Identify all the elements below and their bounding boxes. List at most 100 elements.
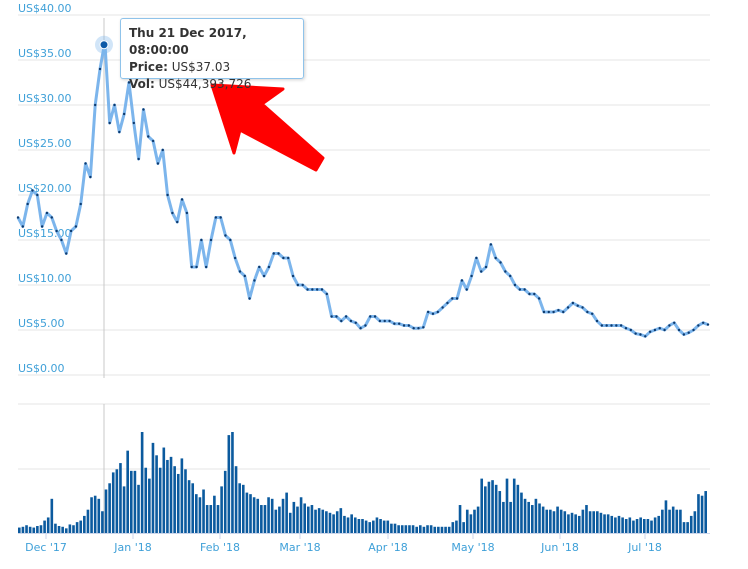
price-point[interactable] bbox=[69, 229, 73, 233]
price-point[interactable] bbox=[465, 288, 468, 291]
price-point[interactable] bbox=[644, 335, 647, 338]
price-point[interactable] bbox=[161, 148, 164, 152]
price-point[interactable] bbox=[79, 202, 82, 206]
price-point[interactable] bbox=[224, 234, 227, 237]
price-point[interactable] bbox=[306, 288, 309, 291]
price-point[interactable] bbox=[397, 322, 401, 325]
price-point[interactable] bbox=[441, 306, 444, 309]
price-point[interactable] bbox=[484, 265, 488, 269]
price-point[interactable] bbox=[354, 321, 357, 324]
price-point[interactable] bbox=[156, 162, 160, 165]
price-point[interactable] bbox=[697, 324, 700, 327]
price-point[interactable] bbox=[330, 315, 333, 318]
price-point[interactable] bbox=[267, 265, 271, 269]
price-point[interactable] bbox=[673, 321, 676, 324]
price-point[interactable] bbox=[311, 288, 314, 291]
price-point[interactable] bbox=[692, 328, 695, 332]
price-point[interactable] bbox=[21, 225, 25, 228]
price-point[interactable] bbox=[151, 139, 155, 143]
price-point[interactable] bbox=[200, 238, 203, 242]
price-point[interactable] bbox=[127, 81, 131, 84]
price-point[interactable] bbox=[113, 103, 116, 107]
price-point[interactable] bbox=[480, 270, 483, 273]
price-point[interactable] bbox=[451, 297, 454, 300]
price-point[interactable] bbox=[677, 328, 681, 332]
price-point[interactable] bbox=[499, 261, 502, 264]
price-point[interactable] bbox=[315, 288, 319, 291]
price-point[interactable] bbox=[518, 288, 522, 291]
price-point[interactable] bbox=[547, 310, 550, 314]
price-point[interactable] bbox=[648, 330, 652, 333]
price-point[interactable] bbox=[701, 321, 705, 324]
price-point[interactable] bbox=[176, 220, 179, 224]
price-point[interactable] bbox=[571, 301, 575, 305]
price-point[interactable] bbox=[446, 301, 449, 305]
price-point[interactable] bbox=[504, 270, 507, 273]
price-point[interactable] bbox=[214, 216, 218, 219]
price-point[interactable] bbox=[687, 331, 690, 334]
price-point[interactable] bbox=[320, 288, 324, 291]
price-point[interactable] bbox=[229, 238, 232, 242]
price-point[interactable] bbox=[581, 306, 584, 309]
price-point[interactable] bbox=[31, 189, 34, 192]
price-point[interactable] bbox=[417, 327, 420, 330]
price-point[interactable] bbox=[436, 310, 439, 314]
price-point[interactable] bbox=[40, 225, 44, 228]
price-point[interactable] bbox=[185, 211, 189, 215]
price-point[interactable] bbox=[393, 322, 396, 325]
price-point[interactable] bbox=[287, 256, 290, 260]
price-point[interactable] bbox=[50, 216, 53, 219]
price-point[interactable] bbox=[204, 265, 208, 269]
price-point[interactable] bbox=[653, 328, 657, 332]
price-point[interactable] bbox=[407, 324, 411, 327]
price-point[interactable] bbox=[426, 310, 430, 314]
price-point[interactable] bbox=[576, 304, 579, 307]
price-point[interactable] bbox=[378, 319, 382, 323]
price-point[interactable] bbox=[552, 310, 555, 314]
price-point[interactable] bbox=[233, 256, 237, 260]
price-point[interactable] bbox=[364, 324, 367, 327]
price-point[interactable] bbox=[335, 315, 338, 318]
price-point[interactable] bbox=[402, 324, 406, 327]
price-point[interactable] bbox=[209, 238, 213, 242]
price-point[interactable] bbox=[26, 202, 29, 206]
price-point[interactable] bbox=[388, 319, 391, 323]
price-point[interactable] bbox=[36, 193, 39, 197]
price-point[interactable] bbox=[166, 193, 169, 197]
price-point[interactable] bbox=[566, 306, 570, 309]
price-point[interactable] bbox=[615, 324, 618, 327]
price-point[interactable] bbox=[412, 327, 415, 330]
price-point[interactable] bbox=[253, 279, 256, 282]
price-point[interactable] bbox=[277, 252, 280, 255]
price-point[interactable] bbox=[89, 175, 92, 179]
price-point[interactable] bbox=[455, 297, 459, 300]
price-point[interactable] bbox=[523, 288, 526, 291]
price-point[interactable] bbox=[668, 324, 671, 327]
price-point[interactable] bbox=[542, 310, 546, 314]
price-point[interactable] bbox=[171, 211, 174, 215]
price-point[interactable] bbox=[600, 324, 604, 327]
price-point[interactable] bbox=[610, 324, 613, 327]
price-point[interactable] bbox=[60, 238, 63, 242]
price-point[interactable] bbox=[494, 256, 497, 260]
price-point[interactable] bbox=[373, 315, 377, 318]
price-point[interactable] bbox=[74, 225, 78, 228]
price-point[interactable] bbox=[344, 315, 348, 318]
price-point[interactable] bbox=[624, 327, 628, 330]
price-point[interactable] bbox=[243, 274, 246, 278]
price-point[interactable] bbox=[629, 328, 632, 332]
price-point[interactable] bbox=[537, 297, 541, 300]
price-point[interactable] bbox=[508, 274, 512, 278]
price-point[interactable] bbox=[84, 162, 87, 165]
price-point[interactable] bbox=[262, 274, 266, 278]
price-point[interactable] bbox=[595, 319, 599, 323]
price-point[interactable] bbox=[108, 121, 111, 125]
price-point[interactable] bbox=[658, 327, 661, 330]
price-point[interactable] bbox=[272, 252, 275, 255]
price-point[interactable] bbox=[533, 292, 536, 296]
price-point[interactable] bbox=[349, 319, 353, 323]
price-point[interactable] bbox=[132, 121, 136, 125]
price-point[interactable] bbox=[282, 256, 285, 260]
price-point[interactable] bbox=[219, 216, 222, 219]
price-point[interactable] bbox=[528, 292, 531, 296]
